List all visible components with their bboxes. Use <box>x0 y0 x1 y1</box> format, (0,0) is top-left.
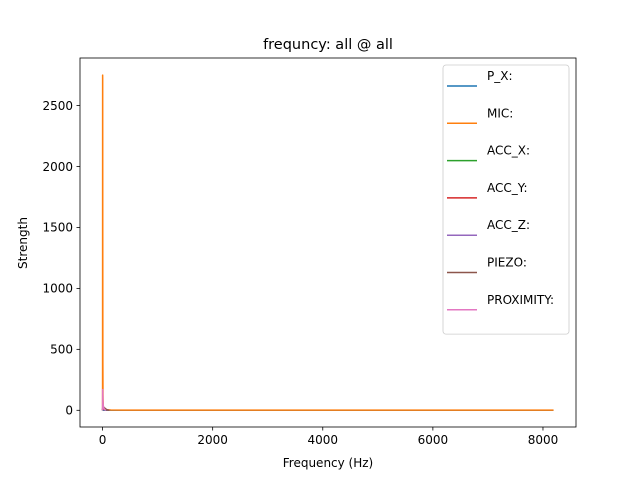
y-tick-label: 2000 <box>42 160 73 174</box>
y-tick-label: 1500 <box>42 221 73 235</box>
chart-title: frequncy: all @ all <box>263 37 393 53</box>
y-tick-label: 2500 <box>42 99 73 113</box>
x-axis: 0 2000 4000 6000 8000 <box>99 427 558 447</box>
x-tick-label: 0 <box>99 433 107 447</box>
x-tick-label: 8000 <box>528 433 559 447</box>
legend-label: ACC_Z: <box>487 218 530 232</box>
x-tick-label: 2000 <box>197 433 228 447</box>
legend-label: P_X: <box>487 69 513 83</box>
legend: P_X: MIC: ACC_X: ACC_Y: ACC_Z: PIEZO: PROXIMIT… <box>443 65 569 334</box>
y-tick-label: 0 <box>65 404 73 418</box>
x-axis-label: Frequency (Hz) <box>283 456 374 470</box>
series-line-proximity <box>103 390 106 411</box>
legend-label: PROXIMITY: <box>487 293 554 307</box>
y-axis-label: Strength <box>16 217 30 269</box>
y-tick-label: 1000 <box>42 282 73 296</box>
legend-label: ACC_Y: <box>487 181 528 195</box>
legend-label: PIEZO: <box>487 256 527 270</box>
x-tick-label: 6000 <box>418 433 449 447</box>
legend-label: ACC_X: <box>487 144 530 158</box>
y-tick-label: 500 <box>50 343 73 357</box>
x-tick-label: 4000 <box>307 433 338 447</box>
y-axis: 0 500 1000 1500 2000 2500 <box>42 99 80 418</box>
legend-label: MIC: <box>487 106 513 120</box>
